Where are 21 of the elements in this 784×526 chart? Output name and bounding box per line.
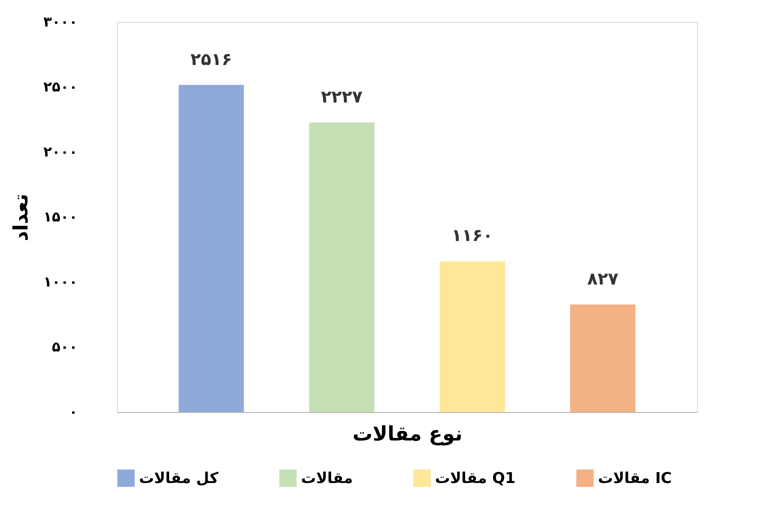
bar [309,122,374,412]
y-tick-label: ۵۰۰ [52,340,78,356]
y-axis-title: تعداد [8,194,32,242]
data-label: ۲۵۱۶ [190,50,232,70]
legend-label: مقالات IC [598,469,672,488]
legend-label: مقالات Q1 [435,469,516,488]
y-tick-label: ۲۰۰۰ [43,144,78,160]
y-tick-label: ۰ [68,404,78,420]
bar [440,261,505,412]
data-label: ۱۱۶۰ [451,226,494,246]
y-tick-label: ۲۵۰۰ [43,80,78,96]
legend-label: کل مقالات [139,469,219,488]
data-label: ۲۲۲۷ [320,87,364,108]
bar [570,304,636,412]
legend-label: مقالات [301,469,353,488]
x-axis-title: نوع مقالات [352,422,462,446]
bar [178,84,244,412]
y-tick-label: ۱۰۰۰ [43,274,78,290]
data-label: ۸۲۷ [587,269,619,290]
y-tick-label: ۱۵۰۰ [43,210,78,226]
y-tick-label: ۳۰۰۰ [43,14,78,30]
